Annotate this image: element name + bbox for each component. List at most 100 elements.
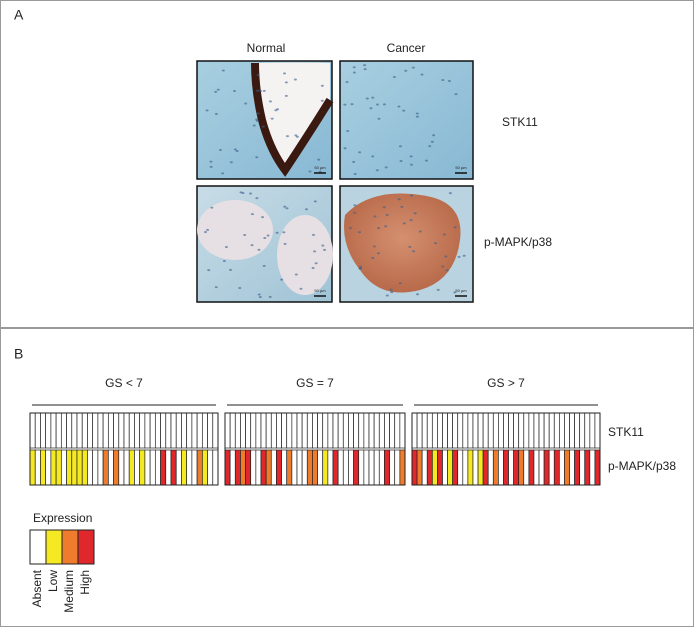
heatmap-cell	[260, 412, 267, 449]
nucleus	[392, 75, 396, 78]
heatmap-cell	[487, 412, 494, 449]
row-label: p-MAPK/p38	[608, 459, 676, 473]
heatmap-cell	[212, 412, 219, 449]
nucleus	[255, 197, 259, 200]
heatmap-cell	[579, 412, 586, 449]
nucleus	[276, 108, 280, 111]
heatmap-cell	[71, 412, 78, 449]
heatmap-cell	[332, 412, 339, 449]
nucleus	[318, 170, 322, 173]
heatmap-cell	[579, 449, 586, 486]
panel-label: B	[14, 346, 23, 362]
heatmap-cell	[234, 412, 241, 449]
heatmap-cell	[165, 412, 172, 449]
nucleus	[317, 158, 321, 161]
heatmap-cell	[306, 449, 313, 486]
heatmap-cell	[533, 412, 540, 449]
heatmap-cell	[301, 449, 308, 486]
nucleus	[416, 293, 420, 296]
heatmap-cell	[196, 412, 203, 449]
nucleus	[261, 125, 265, 128]
heatmap-cell	[477, 412, 484, 449]
legend-swatch	[61, 529, 79, 565]
nucleus	[206, 228, 210, 231]
heatmap-cell	[102, 412, 109, 449]
heatmap-cell	[322, 412, 329, 449]
heatmap-cell	[207, 412, 214, 449]
nucleus	[320, 99, 324, 102]
heatmap-cell	[482, 412, 489, 449]
nucleus	[313, 200, 317, 203]
nucleus	[375, 169, 379, 172]
heatmap-cell	[498, 412, 504, 449]
heatmap: GS < 7 GS = 7 GS > 7 Absent Low Medium High	[29, 376, 601, 613]
heatmap-cell	[533, 449, 540, 486]
nucleus	[216, 88, 220, 91]
heatmap-cell	[322, 449, 329, 486]
nucleus	[359, 267, 363, 270]
nucleus	[249, 192, 253, 195]
nucleus	[283, 242, 287, 245]
nucleus	[457, 255, 461, 258]
nucleus	[209, 160, 213, 163]
heatmap-cell	[353, 412, 360, 449]
nucleus	[371, 155, 375, 158]
nucleus	[250, 244, 254, 247]
heatmap-cell	[353, 449, 360, 486]
nucleus	[363, 68, 367, 71]
nucleus	[308, 170, 312, 173]
nucleus	[233, 90, 237, 93]
nucleus	[402, 222, 406, 225]
heatmap-cell	[240, 449, 246, 486]
nucleus	[430, 140, 434, 143]
nucleus	[262, 89, 266, 92]
heatmap-cell	[594, 412, 601, 449]
gland	[197, 200, 273, 260]
nucleus	[284, 94, 288, 97]
heatmap-cell	[462, 449, 469, 486]
heatmap-cell	[175, 412, 182, 449]
heatmap-cell	[373, 449, 380, 486]
nucleus	[441, 265, 445, 268]
heatmap-cell	[270, 449, 277, 486]
heatmap-cell	[128, 412, 135, 449]
nucleus	[373, 215, 377, 218]
heatmap-cell	[107, 412, 114, 449]
legend-label: High	[78, 570, 92, 595]
nucleus	[314, 262, 318, 265]
heatmap-cell	[134, 412, 141, 449]
nucleus	[205, 109, 209, 112]
nucleus	[312, 233, 316, 236]
heatmap-cell	[87, 449, 94, 486]
nucleus	[256, 112, 260, 115]
nucleus	[444, 255, 448, 258]
nucleus	[377, 227, 381, 230]
heatmap-cell	[447, 449, 453, 486]
heatmap-cell	[452, 449, 459, 486]
nucleus	[400, 205, 404, 208]
nucleus	[357, 231, 361, 234]
scale-bar-label: 50 µm	[314, 165, 326, 170]
nucleus	[229, 161, 233, 164]
nucleus	[268, 295, 272, 298]
heatmap-cell	[97, 449, 104, 486]
nucleus	[348, 226, 352, 229]
heatmap-cell	[102, 449, 109, 486]
nucleus	[261, 216, 265, 219]
heatmap-cell	[34, 449, 41, 486]
nucleus	[453, 226, 457, 229]
heatmap-cell	[149, 449, 156, 486]
heatmap-cell	[564, 412, 570, 449]
nucleus	[270, 117, 274, 120]
heatmap-cell	[312, 412, 318, 449]
nucleus	[268, 100, 272, 103]
heatmap-cell	[378, 412, 385, 449]
heatmap-cell	[317, 412, 324, 449]
heatmap-cell	[128, 449, 135, 486]
nucleus	[255, 156, 259, 159]
nucleus	[219, 149, 223, 152]
heatmap-cell	[191, 449, 198, 486]
heatmap-cell	[538, 412, 545, 449]
heatmap-cell	[589, 412, 596, 449]
heatmap-cell	[245, 412, 252, 449]
